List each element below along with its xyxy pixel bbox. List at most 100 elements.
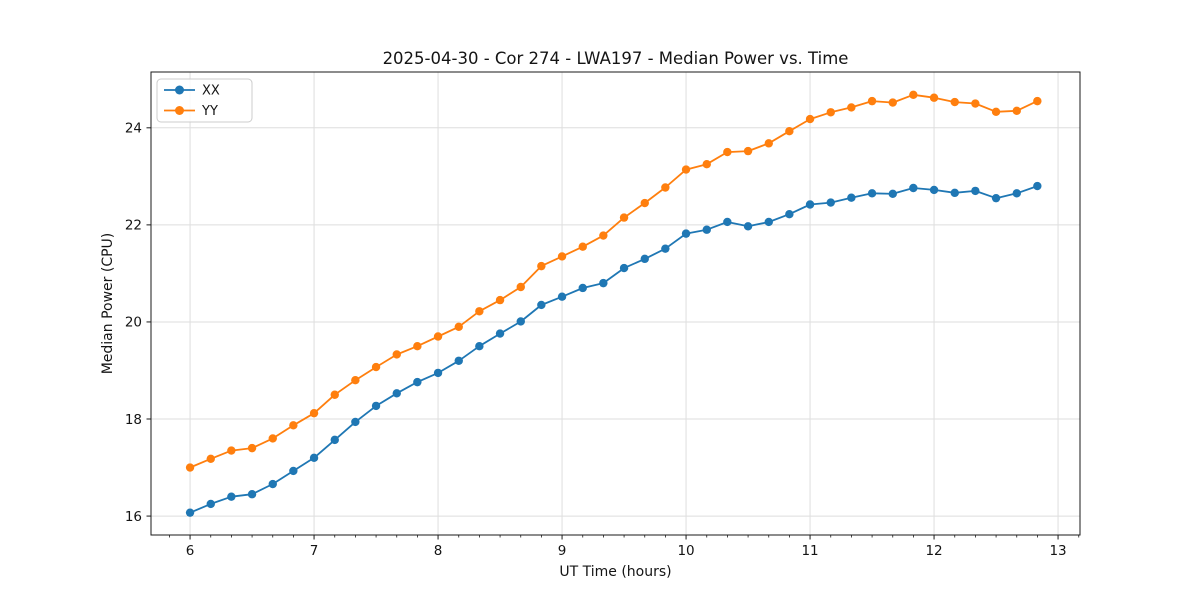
data-point-yy xyxy=(268,434,277,443)
data-point-yy xyxy=(516,282,525,292)
data-point-yy xyxy=(206,454,215,464)
x-tick-label: 9 xyxy=(558,543,567,559)
data-point-yy xyxy=(723,147,732,157)
data-point-xx xyxy=(599,278,608,288)
data-point-yy xyxy=(743,146,753,156)
grid-lines xyxy=(151,72,1080,535)
data-point-yy xyxy=(454,322,463,331)
data-point-yy xyxy=(351,375,360,385)
data-point-yy xyxy=(371,362,381,372)
data-point-yy xyxy=(495,295,505,305)
data-point-xx xyxy=(640,254,649,264)
data-point-yy xyxy=(433,332,443,341)
y-tick-label: 22 xyxy=(125,218,142,234)
data-point-yy xyxy=(619,213,629,222)
data-point-xx xyxy=(537,300,546,310)
data-point-yy xyxy=(413,342,422,351)
data-series xyxy=(185,90,1042,517)
x-tick-label: 11 xyxy=(801,543,818,559)
y-axis-label: Median Power (CPU) xyxy=(100,233,116,375)
legend-marker xyxy=(175,106,184,115)
data-point-yy xyxy=(289,421,298,430)
data-point-yy xyxy=(537,261,546,271)
legend-entry-label: YY xyxy=(201,104,218,119)
data-point-yy xyxy=(330,390,339,399)
data-point-xx xyxy=(475,342,484,351)
data-point-xx xyxy=(413,377,422,387)
data-point-xx xyxy=(929,185,939,195)
x-tick-label: 7 xyxy=(310,543,319,559)
data-point-yy xyxy=(1012,106,1021,116)
data-point-yy xyxy=(805,114,815,124)
data-point-xx xyxy=(888,189,897,199)
data-point-xx xyxy=(289,466,298,476)
y-tick-label: 20 xyxy=(125,315,142,331)
data-point-yy xyxy=(909,90,918,100)
data-point-yy xyxy=(640,198,649,208)
legend: XX YY xyxy=(156,78,253,123)
plot-border xyxy=(150,71,1081,536)
y-tick-label: 18 xyxy=(125,412,142,428)
data-point-xx xyxy=(557,292,567,301)
data-point-yy xyxy=(764,139,773,148)
data-point-xx xyxy=(309,453,319,463)
data-point-xx xyxy=(227,492,236,501)
data-point-yy xyxy=(826,108,835,117)
data-point-xx xyxy=(578,283,587,293)
data-point-yy xyxy=(929,93,939,102)
data-point-xx xyxy=(268,479,277,489)
data-point-xx xyxy=(371,401,381,411)
legend-entry-label: XX xyxy=(202,84,220,99)
data-point-yy xyxy=(661,183,670,192)
data-point-xx xyxy=(805,200,815,209)
data-point-yy xyxy=(1033,96,1042,106)
data-point-yy xyxy=(557,252,567,261)
data-point-yy xyxy=(950,97,959,107)
data-point-xx xyxy=(1012,189,1021,198)
data-point-xx xyxy=(433,368,443,378)
data-point-xx xyxy=(661,244,670,253)
data-point-yy xyxy=(392,350,401,359)
data-point-xx xyxy=(392,389,401,398)
data-point-xx xyxy=(516,317,525,326)
data-point-yy xyxy=(578,242,587,251)
data-point-yy xyxy=(185,463,195,472)
x-axis-label: UT Time (hours) xyxy=(559,564,671,580)
data-point-yy xyxy=(867,96,877,106)
data-point-yy xyxy=(991,107,1001,116)
data-point-xx xyxy=(702,225,711,234)
legend-marker xyxy=(175,85,184,95)
data-point-xx xyxy=(495,329,505,338)
data-point-yy xyxy=(702,160,711,169)
x-tick-label: 8 xyxy=(434,543,443,559)
axes: 6 7 8 9 10 11 12 13 16 18 20 22 24 xyxy=(125,71,1081,559)
y-tick-label: 16 xyxy=(125,509,142,525)
y-tick-label: 24 xyxy=(125,121,142,137)
data-point-xx xyxy=(991,193,1001,203)
data-point-yy xyxy=(681,165,691,174)
data-point-xx xyxy=(847,193,856,202)
data-point-yy xyxy=(475,307,484,316)
data-point-xx xyxy=(971,186,980,196)
series-line-xx xyxy=(189,185,1038,514)
chart-title: 2025-04-30 - Cor 274 - LWA197 - Median P… xyxy=(383,49,849,68)
data-point-yy xyxy=(309,408,319,418)
data-point-xx xyxy=(206,499,215,509)
data-point-xx xyxy=(330,435,339,445)
data-point-xx xyxy=(247,490,257,499)
data-point-yy xyxy=(247,443,257,453)
data-point-yy xyxy=(888,98,897,107)
data-point-xx xyxy=(743,222,753,231)
x-tick-label: 13 xyxy=(1049,543,1066,559)
data-point-xx xyxy=(867,189,877,198)
data-point-yy xyxy=(227,446,236,455)
data-point-yy xyxy=(785,127,794,136)
data-point-yy xyxy=(847,103,856,112)
data-point-xx xyxy=(909,183,918,193)
data-point-xx xyxy=(950,188,959,198)
data-point-xx xyxy=(619,263,629,273)
x-tick-label: 6 xyxy=(186,543,195,559)
data-point-xx xyxy=(454,356,463,365)
